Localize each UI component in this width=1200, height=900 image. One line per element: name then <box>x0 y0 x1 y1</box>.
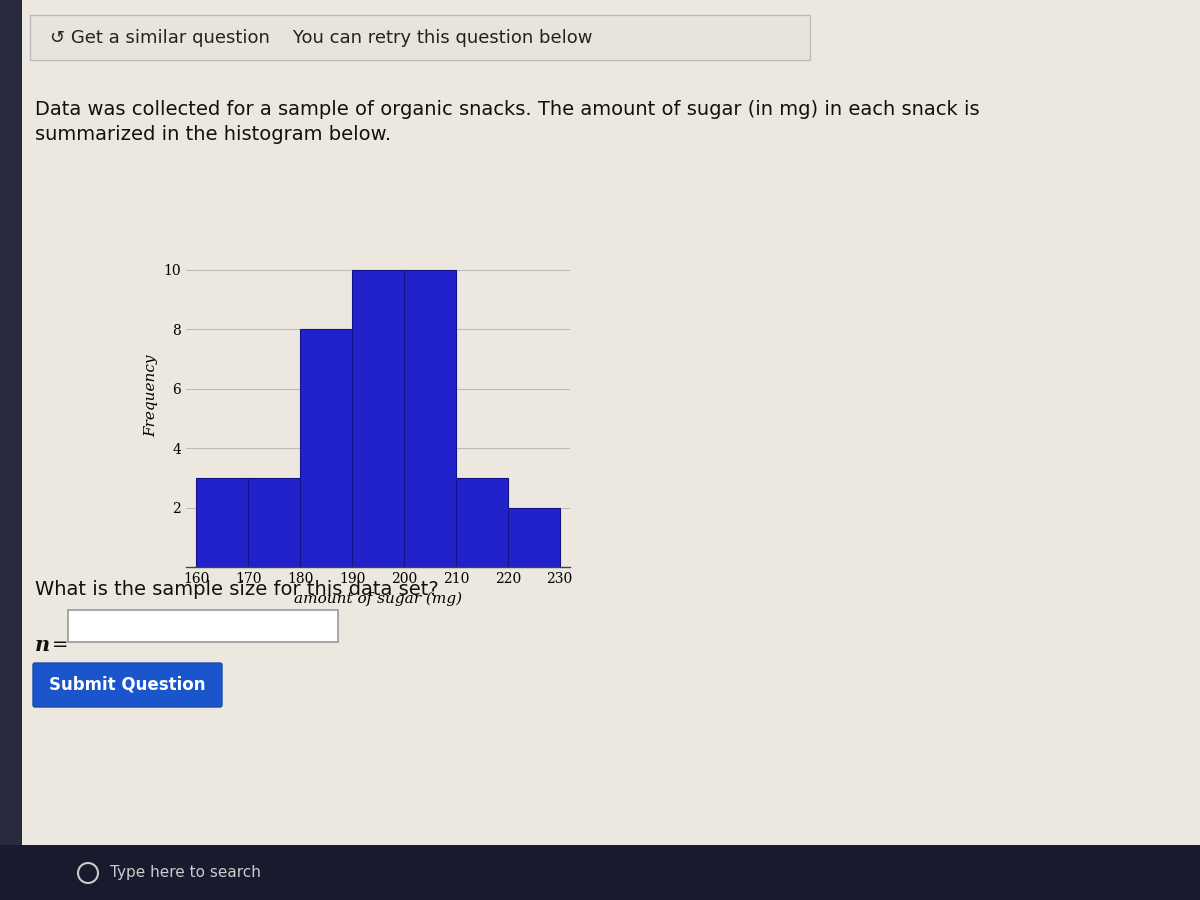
Bar <box>248 478 300 567</box>
Bar <box>197 478 248 567</box>
Text: Type here to search: Type here to search <box>110 866 260 880</box>
Bar <box>456 478 508 567</box>
FancyBboxPatch shape <box>34 663 222 707</box>
FancyBboxPatch shape <box>0 0 22 845</box>
Text: n: n <box>35 635 50 655</box>
FancyBboxPatch shape <box>68 610 338 642</box>
FancyBboxPatch shape <box>30 15 810 60</box>
Bar <box>404 270 456 567</box>
Text: What is the sample size for this data set?: What is the sample size for this data se… <box>35 580 439 599</box>
Text: summarized in the histogram below.: summarized in the histogram below. <box>35 125 391 144</box>
Text: Data was collected for a sample of organic snacks. The amount of sugar (in mg) i: Data was collected for a sample of organ… <box>35 100 979 119</box>
Text: =: = <box>52 635 68 654</box>
FancyBboxPatch shape <box>0 845 1200 900</box>
X-axis label: amount of sugar (mg): amount of sugar (mg) <box>294 591 462 606</box>
Bar <box>508 508 559 567</box>
Bar <box>352 270 404 567</box>
Y-axis label: Frequency: Frequency <box>144 355 158 437</box>
Text: ↺ Get a similar question    You can retry this question below: ↺ Get a similar question You can retry t… <box>50 29 593 47</box>
Text: Submit Question: Submit Question <box>49 676 205 694</box>
Bar <box>300 329 352 567</box>
